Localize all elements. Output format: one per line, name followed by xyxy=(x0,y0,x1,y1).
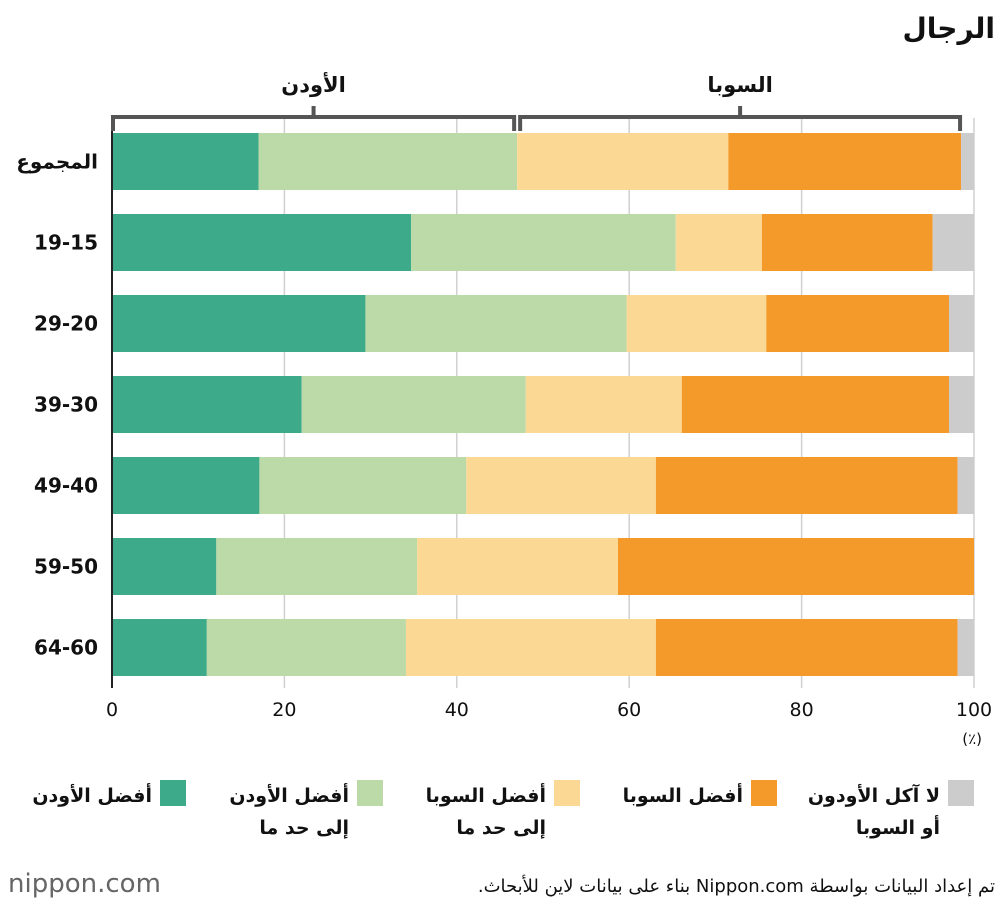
bar-segment xyxy=(365,295,627,352)
bar-segment xyxy=(301,376,526,433)
source: تم إعداد البيانات بواسطة Nippon.com بناء… xyxy=(478,875,995,897)
legend-line: إلى حد ما xyxy=(259,817,349,839)
legend-swatch xyxy=(160,780,186,806)
bar-segment xyxy=(932,214,974,271)
bracket-label: السوبا xyxy=(707,73,772,97)
bar-segment xyxy=(655,457,958,514)
bar-segment xyxy=(681,376,950,433)
x-tick-label: 80 xyxy=(790,699,814,721)
bar-segment xyxy=(258,133,518,190)
x-tick-label: 20 xyxy=(272,699,296,721)
legend-swatch xyxy=(948,780,974,806)
legend-swatch xyxy=(751,780,777,806)
bar-segment xyxy=(949,376,974,433)
bar-segment xyxy=(961,133,974,190)
bracket xyxy=(111,106,517,131)
legend-label: أفضل السوبا إلى حد ما xyxy=(426,783,546,839)
legend-label: أفضل الأودن إلى حد ما xyxy=(229,783,349,839)
x-tick-label: 0 xyxy=(106,699,118,721)
bracket-label: الأودن xyxy=(281,71,346,97)
bar-segment xyxy=(112,538,217,595)
x-tick-label: 100 xyxy=(956,699,992,721)
y-tick-label: 49-40 xyxy=(34,474,98,498)
bracket xyxy=(518,106,963,131)
bar-segment xyxy=(626,295,767,352)
bar-segment xyxy=(466,457,656,514)
bar-segment xyxy=(517,133,729,190)
bar-segment xyxy=(655,619,958,676)
bar-segment xyxy=(675,214,762,271)
bar-segment xyxy=(112,214,412,271)
bar-segment xyxy=(728,133,962,190)
x-unit: (٪) xyxy=(962,730,982,748)
bar-segment xyxy=(112,376,302,433)
bar-segment xyxy=(112,295,366,352)
bar-segment xyxy=(112,619,207,676)
x-tick-label: 60 xyxy=(617,699,641,721)
bar-segment xyxy=(112,133,259,190)
y-tick-label: المجموع xyxy=(16,150,98,174)
bar-segment xyxy=(112,457,260,514)
legend-line: أفضل الأودن xyxy=(229,783,349,807)
chart-title: الرجال xyxy=(902,12,995,45)
legend-line: إلى حد ما xyxy=(456,817,546,839)
y-tick-label: 39-30 xyxy=(34,393,98,417)
y-tick-label: 64-60 xyxy=(34,636,98,660)
legend-label: أفضل السوبا xyxy=(623,783,743,807)
bar-segment xyxy=(405,619,656,676)
bar-segment xyxy=(417,538,618,595)
bar-segment xyxy=(766,295,950,352)
bar-segment xyxy=(957,457,974,514)
bar-segment xyxy=(949,295,974,352)
x-tick-label: 40 xyxy=(445,699,469,721)
bar-segment xyxy=(957,619,974,676)
bar-segment xyxy=(259,457,467,514)
legend-swatch xyxy=(357,780,383,806)
y-tick-label: 59-50 xyxy=(34,555,98,579)
legend-line: لا آكل الأودون xyxy=(808,783,940,807)
logo: nippon.com xyxy=(8,869,161,899)
legend-label: أفضل الأودن xyxy=(32,783,152,807)
legend-swatch xyxy=(554,780,580,806)
bar-segment xyxy=(206,619,406,676)
y-tick-label: 29-20 xyxy=(34,312,98,336)
legend-label: لا آكل الأودون أو السوبا xyxy=(808,783,940,839)
legend-line: أفضل السوبا xyxy=(426,783,546,807)
bar-segment xyxy=(525,376,682,433)
legend-line: أفضل السوبا xyxy=(623,783,743,807)
bar-segment xyxy=(216,538,418,595)
bar-segment xyxy=(617,538,974,595)
legend-line: أو السوبا xyxy=(856,815,940,839)
bar-segment xyxy=(761,214,933,271)
legend-line: أفضل الأودن xyxy=(32,783,152,807)
y-tick-label: 19-15 xyxy=(34,231,98,255)
bar-segment xyxy=(411,214,676,271)
